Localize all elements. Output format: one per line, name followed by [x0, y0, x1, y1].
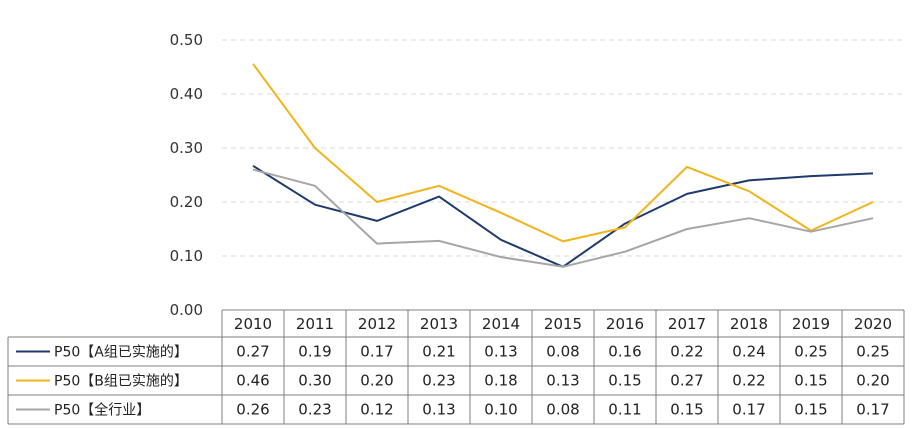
x-category-label: 2019: [792, 315, 830, 333]
x-category-label: 2018: [730, 315, 768, 333]
data-value-label: 0.27: [236, 343, 269, 361]
data-value-label: 0.13: [422, 401, 455, 419]
data-value-label: 0.18: [484, 372, 517, 390]
data-value-label: 0.23: [298, 401, 331, 419]
data-table: 2010 2011 2012 2013 2014 2015 2016 2017 2018 2019…: [7, 309, 905, 425]
x-category-label: 2014: [482, 315, 520, 333]
series-line-1: [252, 164, 874, 268]
x-category-label: 2012: [358, 315, 396, 333]
x-category-label: 2013: [420, 315, 458, 333]
data-value-label: 0.13: [484, 343, 517, 361]
data-value-label: 0.17: [856, 401, 889, 419]
y-tick-label: 0.20: [170, 193, 203, 211]
data-value-label: 0.26: [236, 401, 269, 419]
data-value-label: 0.25: [794, 343, 827, 361]
data-value-label: 0.10: [484, 401, 517, 419]
series-line-2: [252, 63, 874, 243]
data-value-label: 0.16: [608, 343, 641, 361]
data-value-label: 0.27: [670, 372, 703, 390]
data-value-label: 0.12: [360, 401, 393, 419]
data-value-label: 0.25: [856, 343, 889, 361]
data-value-label: 0.08: [546, 401, 579, 419]
data-value-label: 0.21: [422, 343, 455, 361]
y-tick-label: 0.40: [170, 85, 203, 103]
series-line-3: [252, 168, 874, 268]
x-category-label: 2015: [544, 315, 582, 333]
legend-label: P50【B组已实施的】: [54, 374, 188, 390]
y-tick-label: 0.50: [170, 31, 203, 49]
data-value-label: 0.13: [546, 372, 579, 390]
y-tick-label: 0.10: [170, 247, 203, 265]
data-value-label: 0.15: [670, 401, 703, 419]
data-value-label: 0.30: [298, 372, 331, 390]
legend-label: P50【全行业】: [54, 402, 150, 419]
x-category-label: 2020: [854, 315, 892, 333]
x-category-label: 2016: [606, 315, 644, 333]
x-category-label: 2017: [668, 315, 706, 333]
data-value-label: 0.17: [360, 343, 393, 361]
data-value-label: 0.15: [608, 372, 641, 390]
data-value-label: 0.20: [856, 372, 889, 390]
data-value-label: 0.23: [422, 372, 455, 390]
data-value-label: 0.15: [794, 401, 827, 419]
y-axis-ticks: 0.00 0.10 0.20 0.30 0.40 0.50: [170, 31, 203, 319]
data-value-label: 0.15: [794, 372, 827, 390]
data-value-label: 0.24: [732, 343, 765, 361]
x-category-label: 2011: [296, 315, 334, 333]
data-value-label: 0.11: [608, 401, 641, 419]
legend-label: P50【A组已实施的】: [54, 345, 188, 361]
data-value-label: 0.22: [670, 343, 703, 361]
x-category-label: 2010: [234, 315, 272, 333]
data-value-label: 0.46: [236, 372, 269, 390]
data-value-label: 0.17: [732, 401, 765, 419]
data-value-label: 0.19: [298, 343, 331, 361]
series-lines: [252, 63, 874, 268]
gridlines: [222, 39, 904, 257]
data-value-label: 0.08: [546, 343, 579, 361]
data-value-label: 0.22: [732, 372, 765, 390]
y-tick-label: 0.30: [170, 139, 203, 157]
data-value-label: 0.20: [360, 372, 393, 390]
y-tick-label: 0.00: [170, 301, 203, 319]
